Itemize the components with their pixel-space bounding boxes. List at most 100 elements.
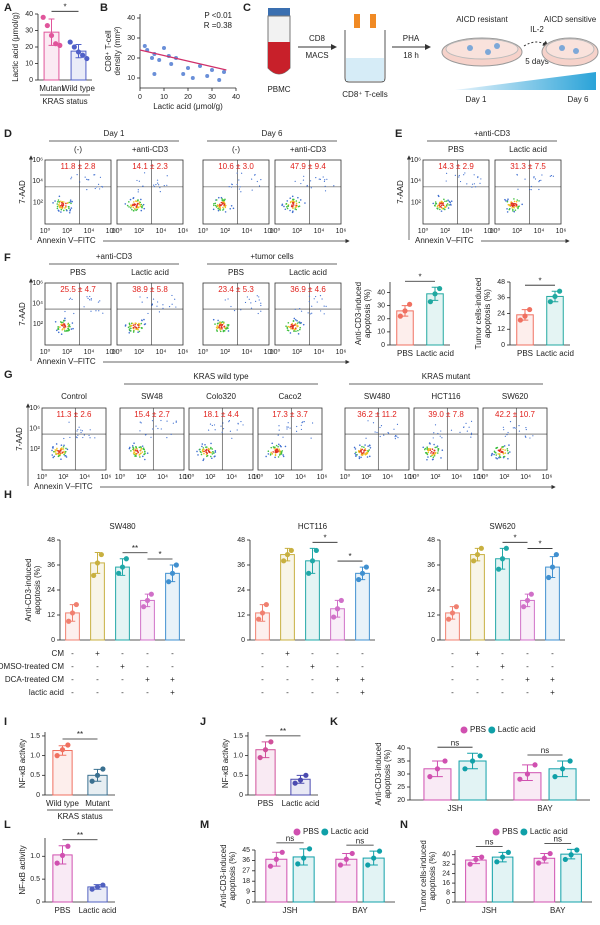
- event-dot: [229, 207, 232, 210]
- event-dot: [308, 295, 311, 297]
- condition-mark: +: [500, 662, 505, 671]
- event-dot: [58, 204, 60, 206]
- event-dot: [512, 206, 515, 209]
- y-tick-label: 30: [127, 35, 135, 42]
- data-point: [549, 564, 556, 570]
- event-dot: [61, 203, 63, 206]
- data-point: [205, 74, 210, 78]
- condition-mark: +: [170, 688, 175, 697]
- y-axis-label: Anti-CD3-induced: [24, 558, 33, 621]
- event-dot: [365, 452, 367, 455]
- event-dot: [87, 297, 89, 299]
- event-dot: [140, 452, 142, 455]
- event-dot: [133, 442, 135, 444]
- cell: [494, 43, 500, 49]
- event-dot: [86, 189, 88, 191]
- event-dot: [365, 437, 367, 439]
- event-dot: [302, 323, 305, 326]
- x-tick-label: 0: [138, 94, 142, 101]
- significance-label: *: [513, 533, 516, 542]
- x-tick-label: 10²: [58, 474, 69, 481]
- event-dot: [324, 185, 326, 187]
- event-dot: [70, 178, 72, 180]
- event-dot: [90, 298, 92, 300]
- x-tick-label: 10²: [512, 228, 523, 235]
- condition-mark: +: [360, 688, 365, 697]
- flow-value: 10.6 ± 3.0: [218, 162, 254, 171]
- y-tick-label: 10⁴: [32, 301, 43, 308]
- event-dot: [130, 327, 132, 330]
- event-dot: [201, 445, 203, 448]
- event-dot: [363, 446, 365, 448]
- y-tick-label: 1.0: [233, 752, 243, 759]
- event-dot: [66, 330, 68, 332]
- y-tick-label: 30: [25, 27, 33, 34]
- event-dot: [321, 298, 323, 300]
- event-dot: [549, 175, 551, 177]
- data-point: [553, 551, 559, 558]
- event-dot: [295, 430, 298, 432]
- x-tick-label: Mutant: [85, 799, 110, 808]
- event-dot: [137, 206, 140, 209]
- event-dot: [219, 330, 222, 333]
- data-point: [427, 299, 433, 305]
- event-dot: [511, 204, 513, 206]
- condition-mark: -: [96, 688, 99, 697]
- significance-label: *: [348, 552, 351, 561]
- event-dot: [102, 312, 104, 314]
- y-tick-label: 0: [36, 792, 40, 799]
- event-dot: [214, 202, 217, 205]
- event-dot: [324, 179, 326, 181]
- event-dot: [434, 424, 437, 426]
- event-dot: [101, 185, 103, 188]
- plot-label: SW48: [141, 392, 163, 401]
- event-dot: [140, 447, 143, 450]
- flow-value: 36.2 ± 11.2: [357, 410, 397, 419]
- event-dot: [224, 204, 227, 207]
- event-dot: [214, 429, 216, 431]
- event-dot: [220, 201, 223, 204]
- significance-label: ns: [554, 835, 562, 844]
- step-label: 18 h: [403, 51, 419, 60]
- data-point: [281, 558, 287, 564]
- event-dot: [137, 191, 139, 193]
- y-tick-label: 10⁴: [32, 178, 43, 185]
- data-point: [157, 58, 162, 62]
- event-dot: [513, 204, 516, 207]
- event-dot: [260, 304, 262, 307]
- event-dot: [265, 455, 267, 458]
- event-dot: [278, 429, 280, 431]
- y-tick-label: 36: [242, 857, 250, 864]
- event-dot: [160, 428, 162, 430]
- y-tick-label: 48: [427, 537, 435, 544]
- event-dot: [228, 420, 230, 422]
- event-dot: [57, 327, 59, 329]
- event-dot: [470, 433, 472, 436]
- event-dot: [427, 456, 429, 458]
- flow-plot-frame: [44, 282, 112, 346]
- data-point: [359, 570, 366, 576]
- event-dot: [81, 430, 83, 432]
- event-dot: [358, 456, 361, 458]
- data-point: [547, 299, 553, 305]
- condition-mark: -: [121, 688, 124, 697]
- step-label: IL-2: [530, 25, 544, 34]
- x-tick-label: 10²: [220, 228, 231, 235]
- event-dot: [130, 330, 132, 332]
- y-tick-label: 10: [127, 75, 135, 82]
- event-dot: [286, 426, 288, 428]
- event-dot: [63, 437, 65, 440]
- event-dot: [470, 432, 473, 434]
- x-tick-label: 10⁴: [84, 228, 95, 235]
- event-dot: [303, 421, 305, 423]
- panel-label: I: [4, 716, 7, 728]
- event-dot: [209, 423, 212, 425]
- event-dot: [217, 196, 220, 199]
- plot-label: +anti-CD3: [290, 145, 327, 154]
- event-dot: [140, 449, 142, 451]
- event-dot: [93, 174, 95, 176]
- event-dot: [363, 451, 365, 453]
- event-dot: [222, 322, 225, 325]
- event-dot: [217, 207, 219, 210]
- x-tick-label: 10⁰: [40, 348, 51, 356]
